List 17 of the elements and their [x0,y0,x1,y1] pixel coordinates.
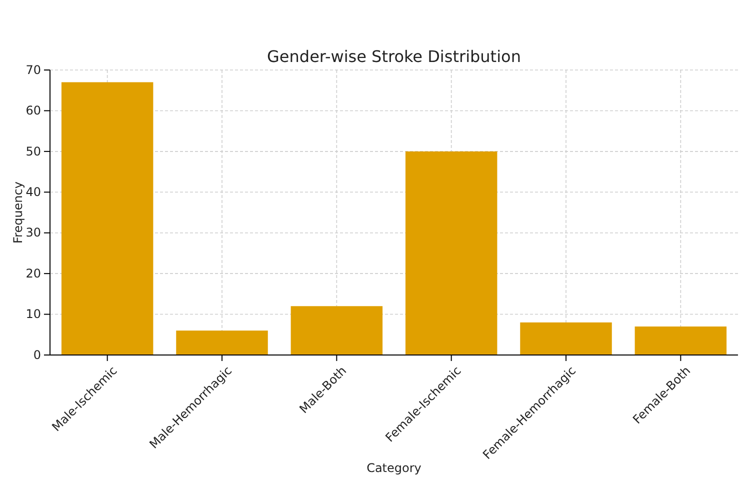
y-tick-label: 60 [26,104,41,118]
x-axis-title: Category [366,461,422,475]
y-tick-label: 10 [26,307,41,322]
bar [634,326,727,355]
y-tick-label: 50 [26,144,41,158]
y-tick-label: 40 [26,184,41,199]
bar [405,151,498,355]
y-tick-label: 0 [33,348,41,362]
chart-title: Gender-wise Stroke Distribution [267,47,521,66]
bar [61,82,154,355]
y-tick-label: 70 [26,62,41,77]
y-tick-label: 30 [26,226,41,240]
y-tick-label: 20 [26,266,41,280]
bar [290,306,383,355]
y-axis-title: Frequency [11,182,25,244]
bar [176,330,268,355]
bar [520,322,612,355]
